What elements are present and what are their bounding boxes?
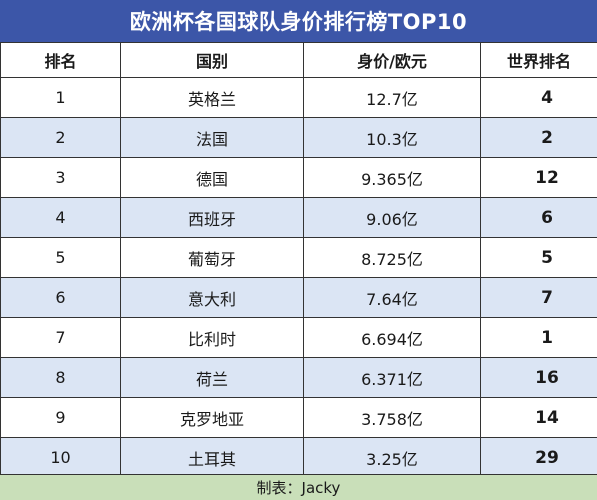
cell-country: 克罗地亚 — [120, 397, 304, 438]
cell-rank: 3 — [0, 157, 121, 198]
cell-rank: 9 — [0, 397, 121, 438]
table-row: 9 克罗地亚 3.758亿 14 — [0, 397, 597, 438]
world-rank-value: 12 — [535, 167, 559, 188]
cell-country: 意大利 — [120, 277, 304, 318]
cell-country: 比利时 — [120, 317, 304, 358]
header-country: 国别 — [120, 42, 304, 78]
cell-value: 12.7亿 — [303, 77, 481, 118]
cell-world-rank: 2 — [480, 117, 597, 158]
cell-rank: 7 — [0, 317, 121, 358]
table-row: 3 德国 9.365亿 12 — [0, 157, 597, 198]
cell-value: 9.365亿 — [303, 157, 481, 198]
world-rank-value: 14 — [535, 407, 559, 428]
table-row: 2 法国 10.3亿 2 — [0, 117, 597, 158]
cell-world-rank: 5 — [480, 237, 597, 278]
cell-country: 西班牙 — [120, 197, 304, 238]
cell-rank: 5 — [0, 237, 121, 278]
table-title: 欧洲杯各国球队身价排行榜TOP10 — [0, 0, 597, 42]
cell-world-rank: 12 — [480, 157, 597, 198]
cell-rank: 6 — [0, 277, 121, 318]
cell-country: 荷兰 — [120, 357, 304, 398]
cell-country: 土耳其 — [120, 437, 304, 478]
cell-world-rank: 14 — [480, 397, 597, 438]
world-rank-value: 29 — [535, 447, 559, 468]
table-row: 8 荷兰 6.371亿 16 — [0, 357, 597, 398]
cell-world-rank: 16 — [480, 357, 597, 398]
cell-value: 3.25亿 — [303, 437, 481, 478]
cell-world-rank: 7 — [480, 277, 597, 318]
cell-value: 6.694亿 — [303, 317, 481, 358]
cell-rank: 8 — [0, 357, 121, 398]
ranking-table: 排名 国别 身价/欧元 世界排名 1 英格兰 12.7亿 4 2 法国 10.3… — [0, 42, 597, 478]
world-rank-value: 16 — [535, 367, 559, 388]
cell-rank: 4 — [0, 197, 121, 238]
cell-value: 8.725亿 — [303, 237, 481, 278]
table-row: 10 土耳其 3.25亿 29 — [0, 437, 597, 478]
cell-country: 英格兰 — [120, 77, 304, 118]
cell-world-rank: 29 — [480, 437, 597, 478]
cell-value: 3.758亿 — [303, 397, 481, 438]
credit-footer: 制表：Jacky — [0, 474, 597, 500]
table-row: 5 葡萄牙 8.725亿 5 — [0, 237, 597, 278]
cell-rank: 1 — [0, 77, 121, 118]
cell-value: 9.06亿 — [303, 197, 481, 238]
table-row: 7 比利时 6.694亿 1 — [0, 317, 597, 358]
table-row: 6 意大利 7.64亿 7 — [0, 277, 597, 318]
cell-country: 葡萄牙 — [120, 237, 304, 278]
header-row: 排名 国别 身价/欧元 世界排名 — [0, 42, 597, 78]
world-rank-value: 6 — [541, 207, 553, 228]
cell-world-rank: 6 — [480, 197, 597, 238]
cell-value: 6.371亿 — [303, 357, 481, 398]
table-row: 1 英格兰 12.7亿 4 — [0, 77, 597, 118]
world-rank-value: 2 — [541, 127, 553, 148]
header-rank: 排名 — [0, 42, 121, 78]
header-value: 身价/欧元 — [303, 42, 481, 78]
cell-country: 德国 — [120, 157, 304, 198]
world-rank-value: 7 — [541, 287, 553, 308]
cell-value: 7.64亿 — [303, 277, 481, 318]
world-rank-value: 1 — [541, 327, 553, 348]
cell-rank: 2 — [0, 117, 121, 158]
header-world-rank: 世界排名 — [480, 42, 597, 78]
world-rank-value: 4 — [541, 87, 553, 108]
cell-world-rank: 1 — [480, 317, 597, 358]
table-row: 4 西班牙 9.06亿 6 — [0, 197, 597, 238]
cell-world-rank: 4 — [480, 77, 597, 118]
world-rank-value: 5 — [541, 247, 553, 268]
cell-country: 法国 — [120, 117, 304, 158]
cell-rank: 10 — [0, 437, 121, 478]
cell-value: 10.3亿 — [303, 117, 481, 158]
